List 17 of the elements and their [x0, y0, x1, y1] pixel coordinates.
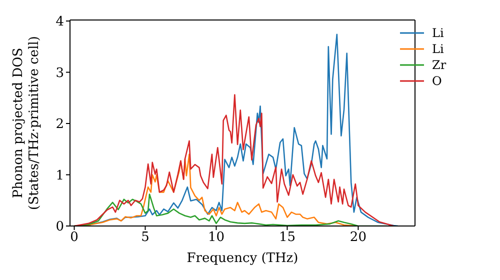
- x-tick-label: 10: [208, 230, 225, 246]
- x-tick-label: 15: [278, 230, 296, 246]
- x-tick-label: 5: [141, 230, 150, 246]
- legend-label: Li: [432, 26, 444, 40]
- y-tick-label: 2: [56, 117, 64, 132]
- legend-label: Zr: [432, 58, 446, 72]
- x-tick-label: 0: [70, 230, 78, 246]
- legend-label: O: [432, 74, 442, 88]
- y-axis-title: Phonon projected DOS (States/THz·primitive cell): [11, 36, 42, 210]
- y-tick-label: 4: [56, 14, 64, 30]
- x-axis-title: Frequency (THz): [186, 251, 298, 266]
- y-tick-label: 3: [56, 66, 64, 81]
- y-tick-label: 1: [56, 168, 64, 184]
- y-tick-label: 0: [56, 220, 64, 235]
- line-series: [74, 94, 394, 226]
- legend-label: Li: [432, 42, 444, 56]
- x-tick-label: 20: [350, 230, 366, 246]
